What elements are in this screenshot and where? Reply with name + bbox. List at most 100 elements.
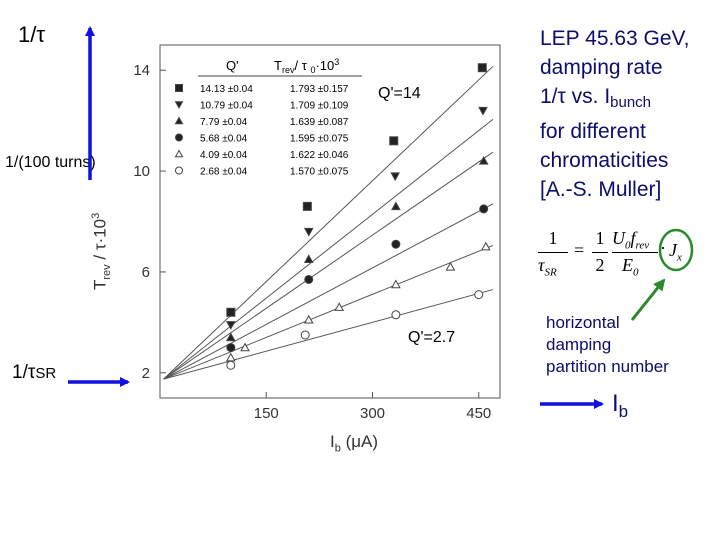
- legend-marker: [174, 149, 184, 158]
- data-point-triangle-down: [478, 106, 488, 116]
- y-axis-label-rest: / τ·10: [90, 218, 110, 260]
- formula-u: U: [612, 228, 625, 248]
- ib-sub: b: [618, 401, 629, 421]
- fit-line: [163, 244, 494, 380]
- legend-t-value: 1.570 ±0.075: [290, 167, 349, 178]
- data-point-square: [226, 307, 236, 317]
- plot-layer: 150 300 450 2 6 10 14 Q'=14 Q'=2.7: [133, 62, 494, 422]
- title-line-3-sub: bunch: [610, 94, 652, 111]
- title-line-4: for different: [540, 120, 646, 143]
- data-point-circle-open: [474, 290, 484, 300]
- data-point-circle-open: [226, 360, 236, 370]
- y-tick-label: 14: [133, 62, 150, 79]
- data-point-triangle-down: [303, 227, 314, 237]
- formula-half-den: 2: [595, 255, 605, 275]
- note-line-2: damping: [546, 335, 612, 354]
- legend-q-value: 2.68 ±0.04: [200, 167, 248, 178]
- data-point-circle: [304, 274, 314, 284]
- title-line-6: [A.-S. Muller]: [540, 178, 662, 201]
- note-line-3: partition number: [546, 357, 669, 376]
- formula-lhs-den: τSR: [538, 255, 557, 279]
- formula-lhs-den-sub: SR: [544, 266, 557, 279]
- y-tick-label: 6: [142, 264, 150, 281]
- note-line-1: horizontal: [546, 313, 620, 332]
- right-title: LEP 45.63 GeV, damping rate 1/τ vs. Ibun…: [540, 24, 689, 204]
- damping-formula: 1 τSR = 1 2 U0frev E0 · Jx: [536, 228, 686, 290]
- inv-tau-label: 1/τ: [18, 22, 46, 47]
- legend-marker: [175, 84, 183, 92]
- formula-dot: ·: [660, 238, 666, 258]
- formula-j-sub: x: [677, 251, 682, 264]
- data-point-circle: [391, 239, 401, 249]
- data-point-triangle-down: [390, 172, 401, 182]
- fit-line: [163, 289, 494, 380]
- ib-label: Ib: [612, 390, 628, 422]
- formula-frac-bar: [612, 252, 658, 253]
- formula-j: J: [669, 240, 677, 260]
- legend-marker: [175, 133, 183, 142]
- data-point-triangle-open: [240, 342, 250, 352]
- jx-highlight-circle: [658, 228, 694, 272]
- data-point-triangle-up: [391, 201, 401, 211]
- legend-t-value: 1.639 ±0.087: [290, 117, 349, 128]
- inv-tau-sr-label: 1/τSR: [12, 362, 56, 384]
- data-point-triangle-open: [480, 241, 491, 251]
- data-point-triangle-up: [225, 332, 236, 342]
- formula-f: f: [630, 228, 636, 248]
- title-line-3-main: 1/τ vs. I: [540, 85, 611, 108]
- legend-t-value: 1.595 ±0.075: [290, 134, 349, 145]
- data-point-circle: [226, 343, 236, 353]
- inv-tau-sr-sub: SR: [35, 365, 57, 382]
- fit-line: [163, 118, 494, 380]
- legend-t-value: 1.622 ±0.046: [290, 150, 349, 161]
- formula-lhs-num: 1: [548, 228, 558, 248]
- legend-header-t: Trev/ τ 0·103: [274, 57, 339, 75]
- formula-half-bar: [592, 252, 608, 253]
- legend-q-value: 14.13 ±0.04: [200, 84, 253, 95]
- x-axis-label-main: I: [330, 432, 335, 451]
- formula-f-sub: rev: [635, 239, 650, 252]
- jx-note: horizontal damping partition number: [546, 312, 669, 378]
- title-line-3: 1/τ vs. Ibunch: [540, 82, 689, 117]
- formula-frac-den: E0: [622, 255, 639, 279]
- legend-marker: [174, 101, 184, 110]
- data-point-triangle-open: [303, 314, 314, 324]
- data-point-triangle-up: [478, 155, 489, 165]
- data-point-circle-open: [391, 310, 401, 320]
- formula-half-num: 1: [595, 228, 605, 248]
- per-100-turns-label: 1/(100 turns): [5, 154, 96, 171]
- fit-line: [163, 66, 494, 380]
- data-point-triangle-down: [225, 321, 236, 330]
- formula-u-sub: 0: [625, 239, 631, 252]
- annotation-q2-7: Q'=2.7: [408, 329, 455, 346]
- title-line-2: damping rate: [540, 56, 663, 79]
- x-tick-label: 150: [254, 405, 279, 422]
- y-axis-label-main: T: [90, 279, 110, 290]
- inv-tau-sr-main: 1/τ: [12, 362, 36, 383]
- jx-pointer-arrow: [630, 278, 666, 321]
- legend-q-value: 10.79 ±0.04: [200, 101, 253, 112]
- data-point-square: [389, 136, 399, 146]
- x-axis-label-sub: b: [334, 442, 341, 455]
- formula-frac-num: U0frev: [612, 228, 649, 252]
- formula-jx: Jx: [669, 240, 682, 264]
- legend-q-value: 7.79 ±0.04: [200, 117, 248, 128]
- data-point-square: [302, 201, 312, 211]
- legend-t-value: 1.709 ±0.109: [290, 101, 349, 112]
- title-line-1: LEP 45.63 GeV,: [540, 27, 690, 50]
- y-tick-label: 2: [142, 365, 150, 382]
- x-axis-label: Ib (μA): [330, 432, 378, 454]
- y-axis-label-sub: rev: [101, 264, 114, 280]
- legend-q-value: 4.09 ±0.04: [200, 150, 248, 161]
- fit-line: [163, 203, 494, 380]
- annotation-q14: Q'=14: [378, 85, 421, 102]
- ib-main: I: [612, 390, 619, 417]
- formula-lhs-bar: [538, 252, 568, 253]
- y-axis-label: Trev / τ·103: [90, 213, 113, 290]
- legend: Q' Trev/ τ 0·103 14.13 ±0.04 1.793 ±0.157 10…: [174, 57, 362, 178]
- x-tick-label: 300: [360, 405, 385, 422]
- legend-header-q: Q': [226, 58, 239, 73]
- fit-line: [163, 151, 494, 380]
- legend-marker: [175, 166, 183, 175]
